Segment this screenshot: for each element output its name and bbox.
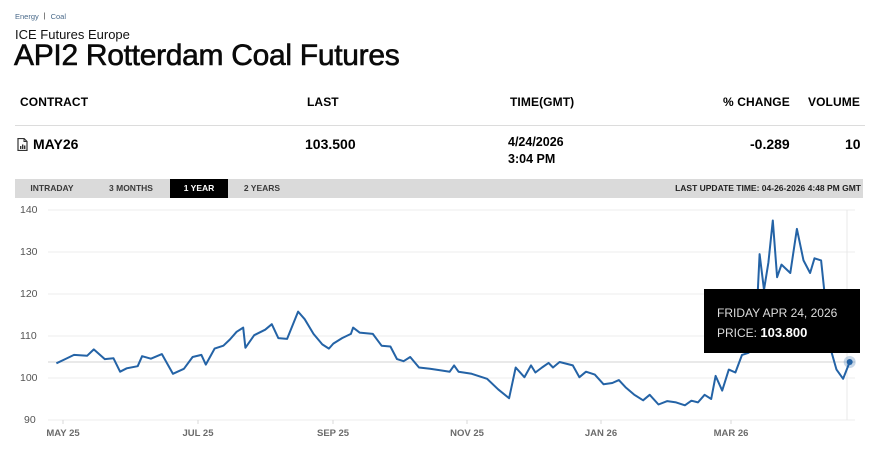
trade-clock: 3:04 PM [508, 152, 556, 166]
tooltip-price-value: 103.800 [760, 325, 808, 340]
header-divider [15, 125, 865, 126]
x-ticks [62, 420, 732, 424]
header-pct-change: % CHANGE [723, 95, 790, 109]
header-time: TIME(GMT) [510, 95, 575, 109]
contract-cell[interactable]: MAY26 [17, 136, 78, 152]
y-tick-110: 110 [20, 330, 37, 342]
document-chart-icon[interactable] [17, 137, 28, 151]
breadcrumb: Energy | Coal [15, 12, 66, 21]
page-title: API2 Rotterdam Coal Futures [14, 39, 400, 73]
x-tick-nov25: NOV 25 [450, 428, 484, 439]
trade-time: 4/24/2026 3:04 PM [508, 134, 564, 168]
y-tick-140: 140 [20, 204, 38, 216]
contract-name: MAY26 [33, 136, 79, 152]
breadcrumb-item-energy[interactable]: Energy [15, 12, 39, 21]
y-tick-120: 120 [20, 288, 38, 300]
breadcrumb-item-coal[interactable]: Coal [50, 12, 67, 21]
header-last: LAST [307, 95, 339, 109]
pct-change: -0.289 [750, 136, 790, 152]
range-tab-bar: INTRADAY 3 MONTHS 1 YEAR 2 YEARS LAST UP… [15, 179, 863, 198]
trade-date: 4/24/2026 [508, 135, 564, 149]
y-tick-130: 130 [20, 246, 38, 258]
last-update-time: LAST UPDATE TIME: 04-26-2026 4:48 PM GMT [675, 183, 861, 193]
x-tick-may25: MAY 25 [46, 428, 80, 439]
header-contract: CONTRACT [20, 95, 89, 109]
tab-3-months[interactable]: 3 MONTHS [109, 183, 153, 193]
tab-1-year[interactable]: 1 YEAR [170, 179, 228, 198]
tab-intraday[interactable]: INTRADAY [30, 183, 74, 193]
volume: 10 [845, 136, 861, 152]
tooltip-price: PRICE: 103.800 [717, 323, 860, 343]
exchange-name: ICE Futures Europe [15, 27, 130, 42]
x-tick-mar26: MAR 26 [713, 428, 749, 439]
chart-tooltip: FRIDAY APR 24, 2026 PRICE: 103.800 [704, 289, 860, 353]
last-price: 103.500 [305, 136, 356, 152]
highlight-point [846, 359, 853, 365]
tooltip-date: FRIDAY APR 24, 2026 [717, 306, 838, 320]
x-tick-sep25: SEP 25 [316, 428, 350, 439]
y-tick-100: 100 [20, 372, 38, 384]
tooltip-price-label: PRICE: [717, 326, 758, 340]
x-tick-jan26: JAN 26 [584, 428, 618, 439]
x-tick-jul25: JUL 25 [182, 428, 214, 439]
y-tick-90: 90 [24, 414, 36, 426]
breadcrumb-separator: | [43, 13, 46, 20]
header-volume: VOLUME [808, 95, 860, 109]
tab-2-years[interactable]: 2 YEARS [243, 183, 281, 193]
